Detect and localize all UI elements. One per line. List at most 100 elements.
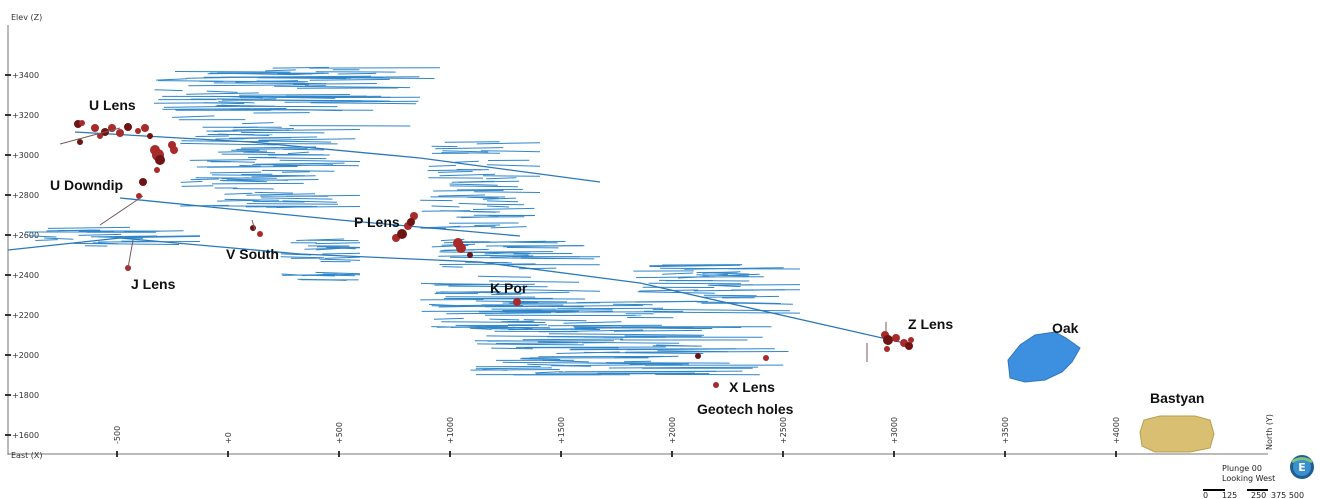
working-drive-line <box>449 185 518 188</box>
working-drive-line <box>221 99 362 102</box>
label-oak: Oak <box>1052 320 1079 336</box>
scale-tick-0: 0 <box>1203 491 1208 499</box>
working-drive-line <box>458 202 485 205</box>
working-drive-line <box>272 66 329 69</box>
working-drive-line <box>258 138 356 141</box>
working-drive-line <box>287 151 310 155</box>
working-drive-line <box>282 148 325 151</box>
elevation-tick-label: +3400 <box>12 71 39 80</box>
lens-intercept-marker <box>397 229 407 239</box>
working-drive-line <box>180 204 229 207</box>
working-drive-line <box>282 200 337 203</box>
lens-intercept-marker <box>139 178 147 186</box>
working-drive-line <box>489 318 520 321</box>
scale-tick-125: 125 <box>1222 491 1237 499</box>
north-tick-label: -500 <box>113 426 122 444</box>
working-drive-line <box>276 206 318 208</box>
lens-intercept-marker <box>141 124 149 132</box>
working-drive-line <box>469 211 496 213</box>
working-drive-line <box>35 239 58 241</box>
working-drive-line <box>502 361 678 365</box>
working-drive-line <box>449 183 498 186</box>
working-drive-line <box>495 342 579 344</box>
working-drive-line <box>258 140 332 143</box>
working-drive-line <box>436 325 509 328</box>
working-drive-line <box>489 280 580 283</box>
working-drive-line <box>565 363 683 367</box>
working-drive-line <box>73 242 180 245</box>
working-drive-line <box>206 90 238 93</box>
north-tick-label: +500 <box>335 422 344 444</box>
working-drive-line <box>442 150 489 153</box>
working-drive-line <box>206 130 238 132</box>
working-drive-line <box>438 194 486 197</box>
working-drive-line <box>207 166 298 168</box>
working-drive-line <box>433 317 464 320</box>
working-drive-line <box>491 293 522 296</box>
working-drive-line <box>211 182 304 185</box>
working-drive-line <box>448 285 548 288</box>
working-drive-line <box>228 136 318 139</box>
working-drive-line <box>511 309 613 312</box>
working-drive-line <box>296 238 345 241</box>
working-drive-line <box>605 362 730 364</box>
working-drive-line <box>239 94 350 96</box>
working-drive-line <box>658 279 750 282</box>
elevation-tick-label: +3200 <box>12 111 39 120</box>
working-drive-line <box>702 295 780 298</box>
working-drive-line <box>212 205 313 207</box>
working-drive-line <box>324 256 361 259</box>
working-drive-line <box>246 193 316 196</box>
working-drive-line <box>279 159 361 162</box>
working-drive-line <box>527 363 566 366</box>
working-drive-line <box>623 360 652 363</box>
lens-intercept-marker <box>905 342 913 350</box>
working-drive-line <box>501 320 535 323</box>
working-drive-line <box>433 189 504 192</box>
elevation-axis-title: Elev (Z) <box>11 13 42 22</box>
working-drive-line <box>615 327 707 330</box>
working-drive-line <box>310 102 417 105</box>
working-drive-line <box>435 291 501 293</box>
working-drive-line <box>316 246 361 248</box>
lens-intercept-marker <box>513 298 521 306</box>
working-drive-line <box>251 175 316 178</box>
working-drive-line <box>439 251 531 254</box>
working-drive-line <box>438 254 529 257</box>
working-drive-line <box>44 237 74 240</box>
label-j-lens: J Lens <box>131 276 176 292</box>
working-drive-line <box>490 255 534 258</box>
working-drive-line <box>90 235 158 238</box>
lens-intercept-marker <box>79 120 85 126</box>
working-drive-line <box>252 200 305 203</box>
working-drive-line <box>477 343 584 346</box>
working-drive-line <box>725 273 760 276</box>
working-drive-line <box>446 312 552 315</box>
working-drive-line <box>123 230 184 233</box>
label-k-por: K Por <box>490 280 528 296</box>
working-drive-line <box>535 371 563 374</box>
working-drive-line <box>482 203 525 206</box>
plunge-text: Plunge 00 <box>1222 464 1262 473</box>
working-drive-line <box>246 203 339 205</box>
working-drive-line <box>224 192 253 195</box>
north-tick-label: +3500 <box>1001 417 1010 444</box>
working-drive-line <box>240 131 325 134</box>
working-drive-line <box>174 108 287 110</box>
compass-icon[interactable]: E <box>1290 455 1314 479</box>
working-drive-line <box>293 83 377 85</box>
north-axis: East (X) North (Y) -500 +0 +500 +1000 +1500 +… <box>8 414 1274 460</box>
lens-intercept-marker <box>892 334 900 342</box>
working-drive-line <box>508 328 597 331</box>
working-drive-line <box>522 338 624 341</box>
working-drive-line <box>309 78 390 81</box>
working-drive-line <box>315 242 361 245</box>
lens-intercept-marker <box>154 167 160 173</box>
working-drive-line <box>280 256 324 259</box>
working-drive-line <box>475 367 552 370</box>
lens-intercept-marker <box>695 353 701 359</box>
working-drive-line <box>457 188 523 191</box>
north-tick-label: +1500 <box>557 417 566 444</box>
working-drive-line <box>583 351 704 354</box>
working-drive-line <box>195 135 229 137</box>
